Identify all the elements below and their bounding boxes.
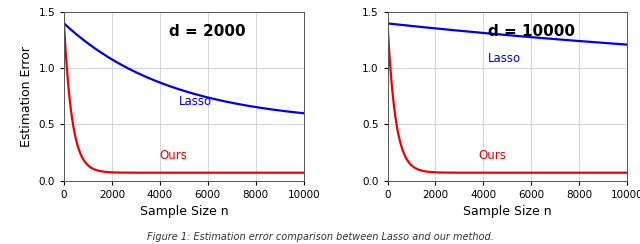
Text: Figure 1: Estimation error comparison between Lasso and our method.: Figure 1: Estimation error comparison be… xyxy=(147,232,493,242)
X-axis label: Sample Size n: Sample Size n xyxy=(140,205,228,218)
Text: Lasso: Lasso xyxy=(179,95,212,109)
Text: Lasso: Lasso xyxy=(488,52,522,65)
Text: Ours: Ours xyxy=(479,149,506,162)
X-axis label: Sample Size n: Sample Size n xyxy=(463,205,552,218)
Text: d = 10000: d = 10000 xyxy=(488,24,575,39)
Y-axis label: Estimation Error: Estimation Error xyxy=(20,46,33,147)
Text: d = 2000: d = 2000 xyxy=(170,24,246,39)
Text: Ours: Ours xyxy=(160,149,188,162)
